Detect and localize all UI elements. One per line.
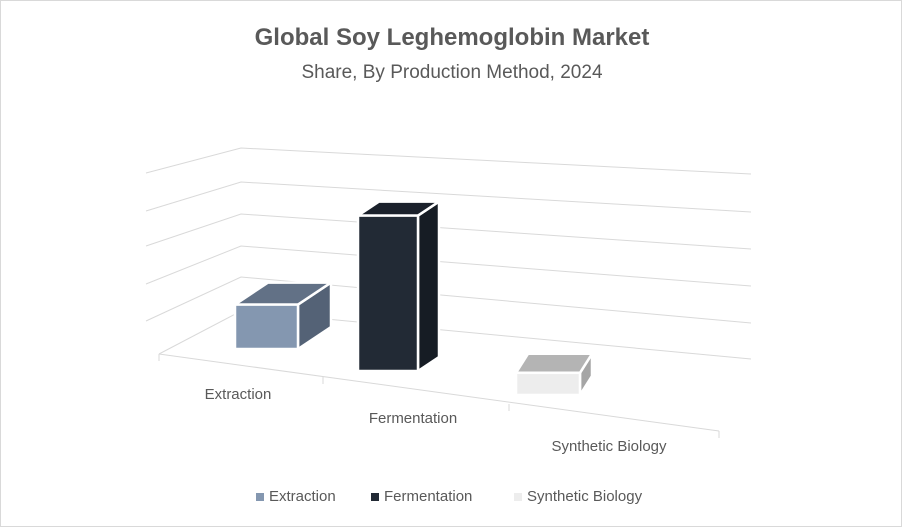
bar-front: [514, 371, 582, 397]
bar-synthetic-biology: [514, 352, 594, 397]
bar-front: [356, 214, 420, 373]
bar-extraction: [233, 281, 333, 351]
legend-label-extraction: Extraction: [269, 488, 336, 505]
legend-label-synthetic-biology: Synthetic Biology: [527, 488, 643, 505]
bar-side: [416, 200, 441, 373]
bars: [233, 200, 594, 397]
floor-front-edge: [158, 353, 720, 432]
legend-swatch-synthetic-biology: [514, 493, 522, 501]
gridline: [145, 276, 752, 324]
bar-fermentation: [356, 200, 441, 373]
gridline: [145, 245, 752, 287]
gridline: [145, 147, 752, 175]
legend-swatch-fermentation: [371, 493, 379, 501]
gridlines: [145, 147, 752, 438]
chart-title: Global Soy Leghemoglobin Market: [255, 24, 650, 51]
gridline: [145, 181, 752, 213]
category-label-extraction: Extraction: [205, 386, 272, 403]
legend-label-fermentation: Fermentation: [384, 488, 472, 505]
legend: Extraction Fermentation Synthetic Biolog…: [256, 488, 643, 505]
bar-front: [233, 303, 300, 351]
gridline: [145, 213, 752, 250]
legend-swatch-extraction: [256, 493, 264, 501]
chart-subtitle: Share, By Production Method, 2024: [301, 62, 602, 83]
category-label-synthetic-biology: Synthetic Biology: [551, 438, 667, 455]
category-label-fermentation: Fermentation: [369, 410, 457, 427]
bar-top: [514, 352, 594, 375]
